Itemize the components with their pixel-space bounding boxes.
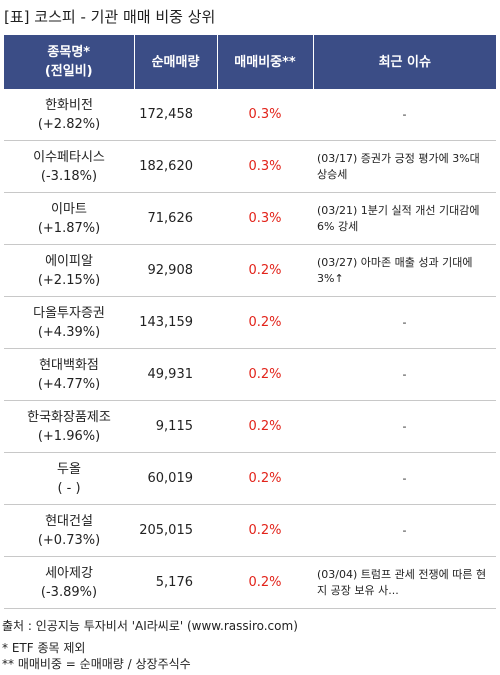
trade-ratio: 0.3% bbox=[217, 89, 313, 141]
recent-issue-cell: (03/21) 1분기 실적 개선 기대감에 6% 강세 bbox=[313, 192, 496, 245]
table-row: 현대건설 (+0.73%) 205,015 0.2% - bbox=[4, 504, 496, 557]
stock-name-cell: 한국화장품제조 (+1.96%) bbox=[4, 400, 134, 453]
stock-name-cell: 현대백화점 (+4.77%) bbox=[4, 348, 134, 401]
recent-issue-cell: - bbox=[313, 504, 496, 557]
source-note: 출처 : 인공지능 투자비서 'AI라씨로' (www.rassiro.com) bbox=[2, 619, 298, 633]
net-volume: 92,908 bbox=[134, 244, 217, 297]
trade-ratio: 0.2% bbox=[217, 244, 313, 297]
trade-ratio: 0.3% bbox=[217, 140, 313, 193]
stock-name-cell: 현대건설 (+0.73%) bbox=[4, 504, 134, 557]
stock-name-cell: 세아제강 (-3.89%) bbox=[4, 556, 134, 609]
footnote-ratio: ** 매매비중 = 순매매량 / 상장주식수 bbox=[2, 657, 191, 671]
table-row: 현대백화점 (+4.77%) 49,931 0.2% - bbox=[4, 348, 496, 401]
header-volume: 순매매량 bbox=[133, 35, 217, 89]
header-name-line2: (전일비) bbox=[44, 64, 93, 79]
table-row: 한국화장품제조 (+1.96%) 9,115 0.2% - bbox=[4, 400, 496, 453]
table-row: 에이피알 (+2.15%) 92,908 0.2% (03/27) 아마존 매출 성과 … bbox=[4, 244, 496, 297]
header-name-line1: 종목명* bbox=[47, 45, 91, 60]
recent-issue: - bbox=[402, 419, 407, 433]
recent-issue-cell: (03/17) 증권가 긍정 평가에 3%대 상승세 bbox=[313, 140, 496, 193]
recent-issue-cell: - bbox=[313, 452, 496, 505]
stock-name-cell: 다올투자증권 (+4.39%) bbox=[4, 296, 134, 349]
net-volume: 172,458 bbox=[134, 89, 217, 141]
stock-name-cell: 에이피알 (+2.15%) bbox=[4, 244, 134, 297]
page-title: [표] 코스피 - 기관 매매 비중 상위 bbox=[4, 8, 216, 26]
stock-name-cell: 이마트 (+1.87%) bbox=[4, 192, 134, 245]
recent-issue: (03/04) 트럼프 관세 전쟁에 따른 현지 공장 보유 사... bbox=[317, 567, 487, 597]
stock-change: (+2.15%) bbox=[37, 272, 101, 288]
header-issue: 최근 이슈 bbox=[312, 35, 496, 89]
stock-change: (+4.77%) bbox=[37, 376, 101, 392]
stock-change: (+4.39%) bbox=[37, 324, 101, 340]
trade-ratio: 0.2% bbox=[217, 296, 313, 349]
trade-ratio: 0.3% bbox=[217, 192, 313, 245]
net-volume: 71,626 bbox=[134, 192, 217, 245]
trade-ratio: 0.2% bbox=[217, 556, 313, 609]
table-row: 다올투자증권 (+4.39%) 143,159 0.2% - bbox=[4, 296, 496, 349]
stock-change: (+0.73%) bbox=[37, 532, 101, 548]
header-ratio: 매매비중** bbox=[216, 35, 313, 89]
recent-issue: (03/27) 아마존 매출 성과 기대에 3%↑ bbox=[317, 255, 473, 285]
table-row: 한화비전 (+2.82%) 172,458 0.3% - bbox=[4, 89, 496, 141]
trade-ratio: 0.2% bbox=[217, 400, 313, 453]
recent-issue: - bbox=[402, 107, 407, 121]
stock-name: 이마트 bbox=[51, 201, 87, 217]
stock-name: 이수페타시스 bbox=[33, 149, 105, 165]
stock-change: (+1.96%) bbox=[37, 428, 101, 444]
stock-name: 두올 bbox=[57, 461, 81, 477]
stock-name-cell: 한화비전 (+2.82%) bbox=[4, 89, 134, 141]
net-volume: 5,176 bbox=[134, 556, 217, 609]
recent-issue-cell: - bbox=[313, 400, 496, 453]
ranking-table: 종목명* (전일비) 순매매량 매매비중** 최근 이슈 한화비전 (+2.82%… bbox=[4, 35, 496, 609]
table-row: 이마트 (+1.87%) 71,626 0.3% (03/21) 1분기 실적 개선 기… bbox=[4, 192, 496, 245]
recent-issue: - bbox=[402, 367, 407, 381]
recent-issue-cell: - bbox=[313, 296, 496, 349]
recent-issue-cell: - bbox=[313, 89, 496, 141]
net-volume: 49,931 bbox=[134, 348, 217, 401]
stock-name: 다올투자증권 bbox=[33, 305, 105, 321]
net-volume: 60,019 bbox=[134, 452, 217, 505]
recent-issue: - bbox=[402, 523, 407, 537]
net-volume: 9,115 bbox=[134, 400, 217, 453]
trade-ratio: 0.2% bbox=[217, 452, 313, 505]
net-volume: 205,015 bbox=[134, 504, 217, 557]
stock-change: ( - ) bbox=[57, 480, 81, 496]
stock-name-cell: 두올 ( - ) bbox=[4, 452, 134, 505]
recent-issue: - bbox=[402, 471, 407, 485]
recent-issue-cell: (03/04) 트럼프 관세 전쟁에 따른 현지 공장 보유 사... bbox=[313, 556, 496, 609]
net-volume: 143,159 bbox=[134, 296, 217, 349]
recent-issue: (03/21) 1분기 실적 개선 기대감에 6% 강세 bbox=[317, 203, 480, 233]
recent-issue: - bbox=[402, 315, 407, 329]
table-header-row: 종목명* (전일비) 순매매량 매매비중** 최근 이슈 bbox=[4, 35, 496, 89]
stock-name-cell: 이수페타시스 (-3.18%) bbox=[4, 140, 134, 193]
recent-issue-cell: (03/27) 아마존 매출 성과 기대에 3%↑ bbox=[313, 244, 496, 297]
trade-ratio: 0.2% bbox=[217, 348, 313, 401]
recent-issue-cell: - bbox=[313, 348, 496, 401]
net-volume: 182,620 bbox=[134, 140, 217, 193]
stock-name: 에이피알 bbox=[45, 253, 93, 269]
stock-change: (+2.82%) bbox=[37, 116, 101, 132]
table-row: 세아제강 (-3.89%) 5,176 0.2% (03/04) 트럼프 관세 전쟁에 … bbox=[4, 556, 496, 609]
table-row: 두올 ( - ) 60,019 0.2% - bbox=[4, 452, 496, 505]
stock-name: 한국화장품제조 bbox=[27, 409, 111, 425]
stock-change: (-3.89%) bbox=[40, 584, 98, 600]
stock-change: (-3.18%) bbox=[40, 168, 98, 184]
header-name: 종목명* (전일비) bbox=[4, 35, 134, 89]
table-row: 이수페타시스 (-3.18%) 182,620 0.3% (03/17) 증권가 긍정 … bbox=[4, 140, 496, 193]
recent-issue: (03/17) 증권가 긍정 평가에 3%대 상승세 bbox=[317, 151, 480, 181]
footnote-etf: * ETF 종목 제외 bbox=[2, 641, 86, 655]
stock-name: 현대백화점 bbox=[39, 357, 99, 373]
trade-ratio: 0.2% bbox=[217, 504, 313, 557]
stock-name: 한화비전 bbox=[45, 97, 93, 113]
stock-change: (+1.87%) bbox=[37, 220, 101, 236]
stock-name: 세아제강 bbox=[45, 565, 93, 581]
stock-name: 현대건설 bbox=[45, 513, 93, 529]
